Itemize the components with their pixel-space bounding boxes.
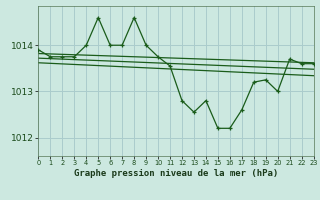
X-axis label: Graphe pression niveau de la mer (hPa): Graphe pression niveau de la mer (hPa) [74,169,278,178]
